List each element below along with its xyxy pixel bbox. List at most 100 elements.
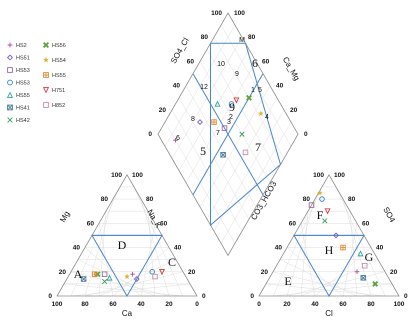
right-ternary-point [319, 196, 325, 202]
diamond-right-tick: 0 [304, 131, 308, 138]
legend-label: HS2 [16, 43, 27, 49]
right-ternary-point [357, 250, 364, 257]
right-right-tick: 0 [404, 293, 408, 300]
legend-marker-hs2 [7, 42, 13, 48]
axis-label-cl: Cl [325, 309, 333, 318]
right-ternary-point [354, 269, 360, 275]
left-ternary-point [101, 278, 108, 285]
left-bottom-tick: 0 [195, 301, 199, 308]
right-right-tick: 40 [376, 245, 384, 252]
diamond-point [228, 101, 235, 107]
right-bottom-tick: 80 [367, 301, 375, 308]
diamond-point [197, 119, 203, 126]
zone-label-6: 6 [252, 56, 258, 70]
left-right-tick: 20 [188, 269, 196, 276]
left-ternary-point [80, 276, 87, 282]
zone-label-e: E [284, 274, 291, 288]
sample-number-7: 7 [216, 130, 220, 137]
left-bottom-tick: 40 [137, 301, 145, 308]
legend-marker-h751 [42, 87, 50, 94]
diamond-point [257, 110, 264, 117]
legend-marker-hs56 [42, 41, 50, 49]
diamond-point [173, 137, 178, 143]
sample-numbers: M 10 9 12 1 5 32 4 8 7 6 [176, 37, 269, 142]
zone-label-f: F [317, 208, 324, 222]
diamond-right-tick: 60 [262, 58, 270, 65]
zone-label-5: 5 [200, 144, 206, 158]
sample-number-12: 12 [200, 84, 208, 91]
legend-label: HS42 [16, 118, 30, 124]
left-right-tick: 0 [202, 293, 206, 300]
diamond-left-tick: 60 [187, 58, 195, 65]
right-left-tick: 60 [289, 220, 297, 227]
diamond-point [233, 97, 240, 104]
diamond-point [221, 125, 228, 131]
zone-label-c: C [168, 255, 176, 269]
left-left-tick: 40 [73, 245, 81, 252]
left-left-tick: 80 [101, 196, 109, 203]
right-ternary-point [333, 232, 339, 239]
diamond-point [211, 119, 217, 125]
diamond-point [220, 152, 226, 158]
left-left-tick: 100 [111, 172, 122, 179]
left-ternary-point [94, 271, 101, 278]
sample-number-3: 3 [227, 119, 231, 126]
sample-number-9: 9 [235, 71, 239, 78]
legend-label: HS55 [16, 93, 30, 99]
sample-number-6: 6 [176, 135, 180, 142]
left-left-tick: 20 [59, 269, 67, 276]
right-left-tick: 40 [275, 245, 283, 252]
legend-label: HS51 [16, 56, 30, 62]
legend-marker-hs42 [7, 117, 13, 123]
legend-label: H751 [52, 88, 65, 94]
sample-number-2: 2 [229, 114, 233, 121]
left-ternary-point [92, 271, 98, 277]
right-left-tick: 100 [313, 172, 324, 179]
diamond-right-tick: 20 [290, 107, 298, 114]
left-bottom-tick: 80 [81, 301, 89, 308]
zone-label-d: D [118, 238, 127, 252]
zone-label-h: H [325, 243, 334, 257]
hydrochemical-fields [91, 42, 365, 297]
left-ternary-point [101, 271, 108, 277]
legend-marker-hs53 [7, 67, 13, 73]
right-right-tick: 80 [348, 196, 356, 203]
left-ternary-field-triangle [91, 234, 163, 297]
left-ternary-point [130, 271, 135, 277]
diamond-frame [157, 12, 299, 257]
legend-marker-hs51 [6, 54, 14, 61]
sample-number-10: 10 [217, 61, 225, 68]
legend-label: HS53 [16, 81, 30, 87]
diamond-left-tick: 80 [201, 34, 209, 41]
legend-label: HS55 [52, 73, 66, 79]
diamond-left-tick: 40 [173, 83, 181, 90]
right-ternary-point [361, 262, 368, 269]
sample-number-4: 4 [265, 114, 269, 121]
right-ternary-point [324, 208, 331, 215]
left-right-tick: 100 [132, 172, 143, 179]
left-bottom-tick: 100 [52, 301, 63, 308]
right-bottom-tick: 100 [394, 301, 405, 308]
left-left-tick: 60 [87, 220, 95, 227]
legend-label: HS56 [52, 43, 66, 49]
right-bottom-tick: 60 [339, 301, 347, 308]
left-left-tick: 0 [48, 293, 52, 300]
legend: HS2 HS51 HS53 HS53 HS55 HS41 HS42 HS56 HS54 HS55 H… [6, 41, 66, 124]
diamond-left-tick: 0 [148, 131, 152, 138]
diamond-left-tick: 20 [159, 107, 167, 114]
diamond-left-tick: 100 [211, 10, 222, 17]
axis-label-mg: Mg [58, 210, 71, 224]
diamond-field-line-2 [192, 73, 264, 196]
legend-label: HS53 [16, 68, 30, 74]
diamond-inner-field [210, 42, 282, 227]
zone-label-a: A [74, 267, 83, 281]
right-right-tick: 60 [362, 220, 370, 227]
zone-label-9: 9 [229, 100, 235, 114]
legend-marker-h852 [43, 102, 49, 108]
left-right-tick: 80 [146, 196, 154, 203]
legend-marker-hs41 [7, 104, 13, 111]
diamond-right-tick: 80 [248, 34, 256, 41]
axis-label-ca-mg: Ca_Mg [281, 55, 302, 82]
